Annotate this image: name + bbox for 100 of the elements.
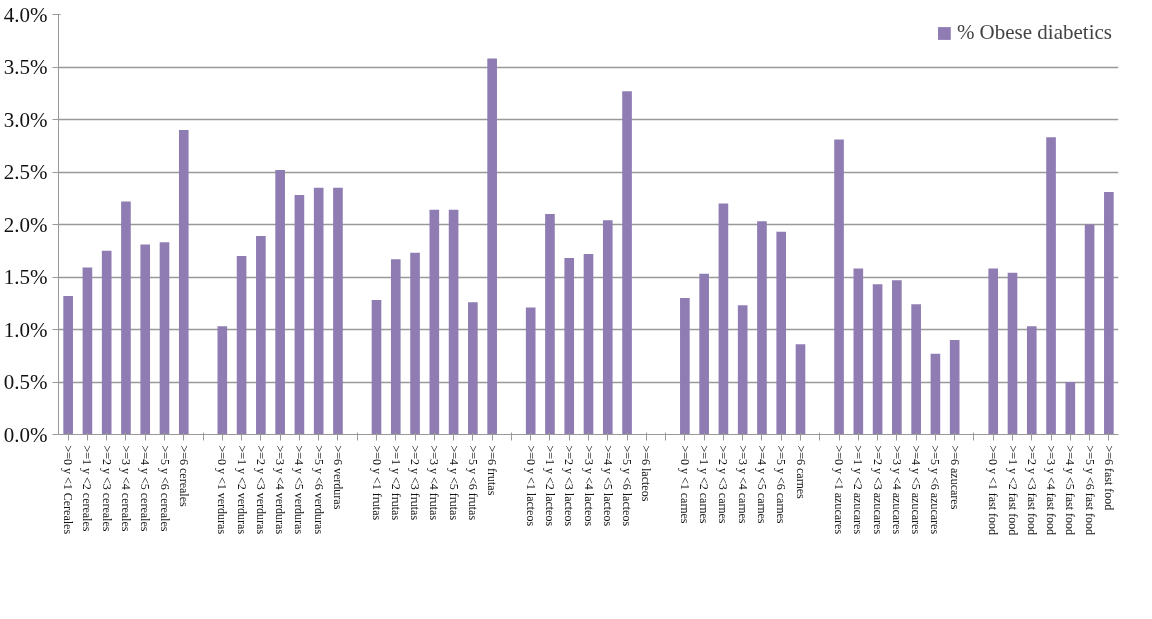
bar: [63, 295, 73, 435]
bar: [737, 305, 748, 435]
x-tick-label: >=5 y <6 carnes: [774, 445, 789, 524]
bar: [487, 58, 497, 435]
bar: [718, 203, 729, 435]
bar: [390, 259, 401, 435]
x-tick-label: >=2 y <3 cereales: [99, 445, 114, 532]
bar: [468, 302, 478, 435]
x-tick-label: >=0 y <1 azucares: [832, 445, 847, 535]
y-tick-label: 3.5%: [3, 55, 48, 79]
bar: [1065, 382, 1076, 435]
bar: [622, 91, 632, 435]
bar: [410, 252, 420, 435]
bar: [313, 187, 324, 435]
x-tick-label: >=6 fast food: [1101, 445, 1116, 511]
x-tick-label: >=2 y <3 azucares: [870, 445, 885, 535]
x-tick-label: >=1 y <2 carnes: [697, 445, 712, 524]
x-tick-label: >=2 y <3 frutas: [408, 445, 423, 521]
bar: [795, 344, 806, 435]
y-tick-label: 1.0%: [3, 317, 48, 342]
bar: [448, 209, 459, 435]
x-tick-label: >=4 y <5 lacteos: [600, 445, 615, 527]
x-tick-label: >=1 y <2 cereales: [80, 445, 95, 532]
bar: [564, 258, 575, 435]
bar: [256, 236, 266, 435]
x-tick-label: >=3 y <4 verduras: [273, 445, 288, 535]
x-tick-label: >=3 y <4 frutas: [427, 445, 442, 521]
bar: [930, 353, 941, 435]
bar: [1046, 137, 1056, 435]
x-tick-label: >=0 y <1 carnes: [677, 445, 692, 524]
x-tick-label: >=1 y <2 frutas: [388, 445, 403, 521]
bar: [275, 169, 285, 435]
x-tick-label: >=4 y <5 fast food: [1063, 445, 1078, 536]
bar: [699, 273, 709, 435]
bar: [429, 209, 440, 435]
x-tick-label: >=2 y <3 carnes: [716, 445, 731, 524]
bar: [757, 221, 767, 435]
x-tick-label: >=5 y <6 cereales: [157, 445, 172, 532]
x-tick-label: >=6 frutas: [485, 445, 500, 496]
x-tick-label: >=0 y <1 Cereales: [61, 445, 76, 535]
bar: [82, 267, 93, 435]
bar: [294, 195, 305, 435]
x-tick-label: >=3 y <4 carnes: [735, 445, 750, 524]
bar: [911, 304, 921, 435]
x-tick-label: >=5 y <6 azucares: [928, 445, 943, 535]
y-tick-label: 2.0%: [3, 212, 48, 237]
x-tick-label: >=5 y <6 lacteos: [620, 445, 635, 527]
x-tick-label: >=6 lacteos: [639, 445, 654, 502]
x-tick-label: >=4 y <5 verduras: [292, 445, 307, 535]
bar: [583, 253, 594, 435]
bar: [217, 326, 228, 435]
bar: [1104, 191, 1114, 435]
bar: [159, 242, 170, 435]
x-tick-label: >=5 y <6 verduras: [311, 445, 326, 535]
bar: [101, 250, 112, 435]
x-tick-label: >=1 y <2 azucares: [851, 445, 866, 535]
x-tick-label: >=1 y <2 verduras: [234, 445, 249, 535]
x-tick-label: >=4 y <5 carnes: [754, 445, 769, 524]
bar: [1007, 272, 1018, 435]
x-tick-label: >=0 y <1 frutas: [369, 445, 384, 521]
x-tick-label: >=0 y <1 verduras: [215, 445, 230, 535]
x-tick-label: >=2 y <3 lacteos: [562, 445, 577, 527]
x-tick-label: >=6 carnes: [793, 445, 808, 500]
bar: [140, 244, 151, 435]
y-tick-label: 4.0%: [3, 2, 48, 27]
x-tick-label: >=4 y <5 cereales: [138, 445, 153, 532]
x-tick-label: >=4 y <5 azucares: [909, 445, 924, 535]
x-tick-label: >=2 y <3 fast food: [1024, 445, 1039, 536]
bar: [834, 139, 844, 435]
bar: [949, 340, 960, 435]
y-tick-label: 1.5%: [3, 265, 48, 289]
bar: [371, 300, 382, 435]
y-tick-label: 0.5%: [3, 370, 48, 394]
bar: [525, 307, 536, 435]
x-tick-label: >=6 azucares: [947, 445, 962, 510]
bar: [121, 201, 131, 435]
x-tick-label: >=1 y <2 fast food: [1005, 445, 1020, 536]
x-tick-label: >=5 y <6 fast food: [1082, 445, 1097, 536]
bar: [872, 284, 883, 435]
x-tick-label: >=3 y <4 cereales: [118, 445, 133, 532]
bar: [178, 130, 189, 435]
y-tick-label: 2.5%: [3, 160, 48, 184]
bar: [333, 187, 343, 435]
x-tick-label: >=3 y <4 fast food: [1044, 445, 1059, 536]
x-tick-label: >=6 verduras: [330, 445, 345, 510]
bar: [1026, 326, 1037, 435]
x-tick-label: >=2 y <3 verduras: [253, 445, 268, 535]
x-tick-label: >=0 y <1 lacteos: [523, 445, 538, 527]
x-tick-label: >=4 y <5 frutas: [446, 445, 461, 521]
bar: [988, 268, 999, 435]
bar: [602, 220, 613, 435]
legend-label: % Obese diabetics: [956, 20, 1112, 45]
bar: [1084, 224, 1095, 435]
x-tick-label: >=5 y <6 frutas: [465, 445, 480, 521]
x-tick-label: >=0 y <1 fast food: [986, 445, 1001, 536]
bar: [545, 214, 555, 435]
x-tick-label: >=3 y <4 azucares: [889, 445, 904, 535]
bar: [776, 231, 787, 435]
x-tick-label: >=3 y <4 lacteos: [581, 445, 596, 527]
bar: [680, 298, 690, 435]
